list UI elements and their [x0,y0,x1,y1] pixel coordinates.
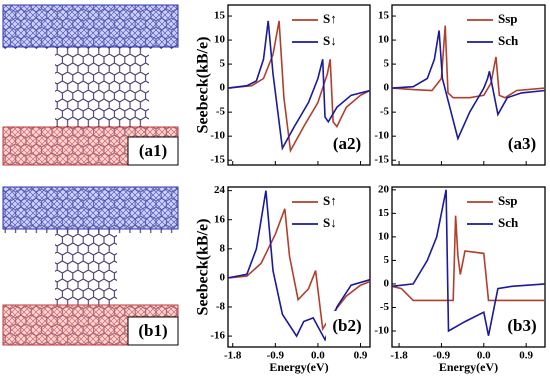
panel-label: (a3) [508,134,536,153]
y-tick-label: 24 [214,184,226,196]
panel-label: (b1) [138,321,167,340]
x-tick-label: -0.9 [267,350,285,362]
y-tick-label: -10 [374,130,389,142]
y-tick-label: 0 [384,277,390,289]
legend-label: Ssp [498,193,518,208]
y-axis-label: Seebeck(kB/e) [195,37,212,134]
legend-label: S↓ [323,215,337,230]
y-tick-label: -15 [210,154,225,166]
x-tick-label: -0.9 [433,350,451,362]
series-line [227,20,371,151]
y-tick-label: 0 [384,82,390,94]
panel-label: (a1) [139,141,167,160]
y-tick-label: 10 [378,34,390,46]
y-tick-label: 15 [378,207,390,219]
y-tick-label: -5 [380,106,390,118]
series-line [391,25,546,99]
y-tick-label: 10 [214,34,226,46]
panel-label-box [501,311,543,341]
panel-label-box [326,129,368,159]
x-tick-label: 0.9 [354,350,368,362]
legend-label: Sch [498,33,519,48]
structure-a1: (a1) [2,4,179,166]
panel-label-box [326,311,368,341]
legend-label: S↑ [323,11,337,26]
panel-label: (b3) [507,316,536,335]
y-tick-label: -10 [210,130,225,142]
y-tick-label: 0 [220,271,226,283]
legend-label: S↓ [323,33,337,48]
legend-label: Ssp [498,11,518,26]
y-tick-label: 20 [378,183,390,195]
y-tick-label: 5 [384,254,390,266]
legend-label: S↑ [323,193,337,208]
x-tick-label: 0.9 [519,350,533,362]
series-line [227,20,371,154]
x-axis-label: Energy(eV) [269,360,328,374]
x-tick-label: -1.8 [390,350,408,362]
y-tick-label: 8 [220,242,226,254]
y-tick-label: 5 [220,58,226,70]
y-tick-label: 15 [214,10,226,22]
y-tick-label: -15 [374,154,389,166]
series-line [391,215,545,302]
series-line [391,189,546,336]
y-tick-label: 15 [378,10,390,22]
y-tick-label: -16 [210,330,225,342]
y-tick-label: -5 [216,106,226,118]
y-tick-label: 0 [220,82,226,94]
x-tick-label: 0.0 [311,350,325,362]
x-tick-label: 0.0 [477,350,491,362]
series-line [227,208,371,332]
series-line [227,190,371,342]
structure-b1: (b1) [2,186,179,346]
y-tick-label: 16 [214,213,226,225]
legend-label: Sch [498,215,519,230]
y-tick-label: -8 [216,301,226,313]
series-line [391,30,546,142]
panel-label: (a2) [333,134,361,153]
y-tick-label: 5 [384,58,390,70]
panel-label: (b2) [332,316,361,335]
y-tick-label: -5 [380,301,390,313]
panel-label-box [501,129,543,159]
x-axis-label: Energy(eV) [439,360,498,374]
y-tick-label: -10 [374,325,389,337]
y-axis-label: Seebeck(kB/e) [195,219,212,316]
x-tick-label: -1.8 [224,350,242,362]
y-tick-label: 10 [378,230,390,242]
